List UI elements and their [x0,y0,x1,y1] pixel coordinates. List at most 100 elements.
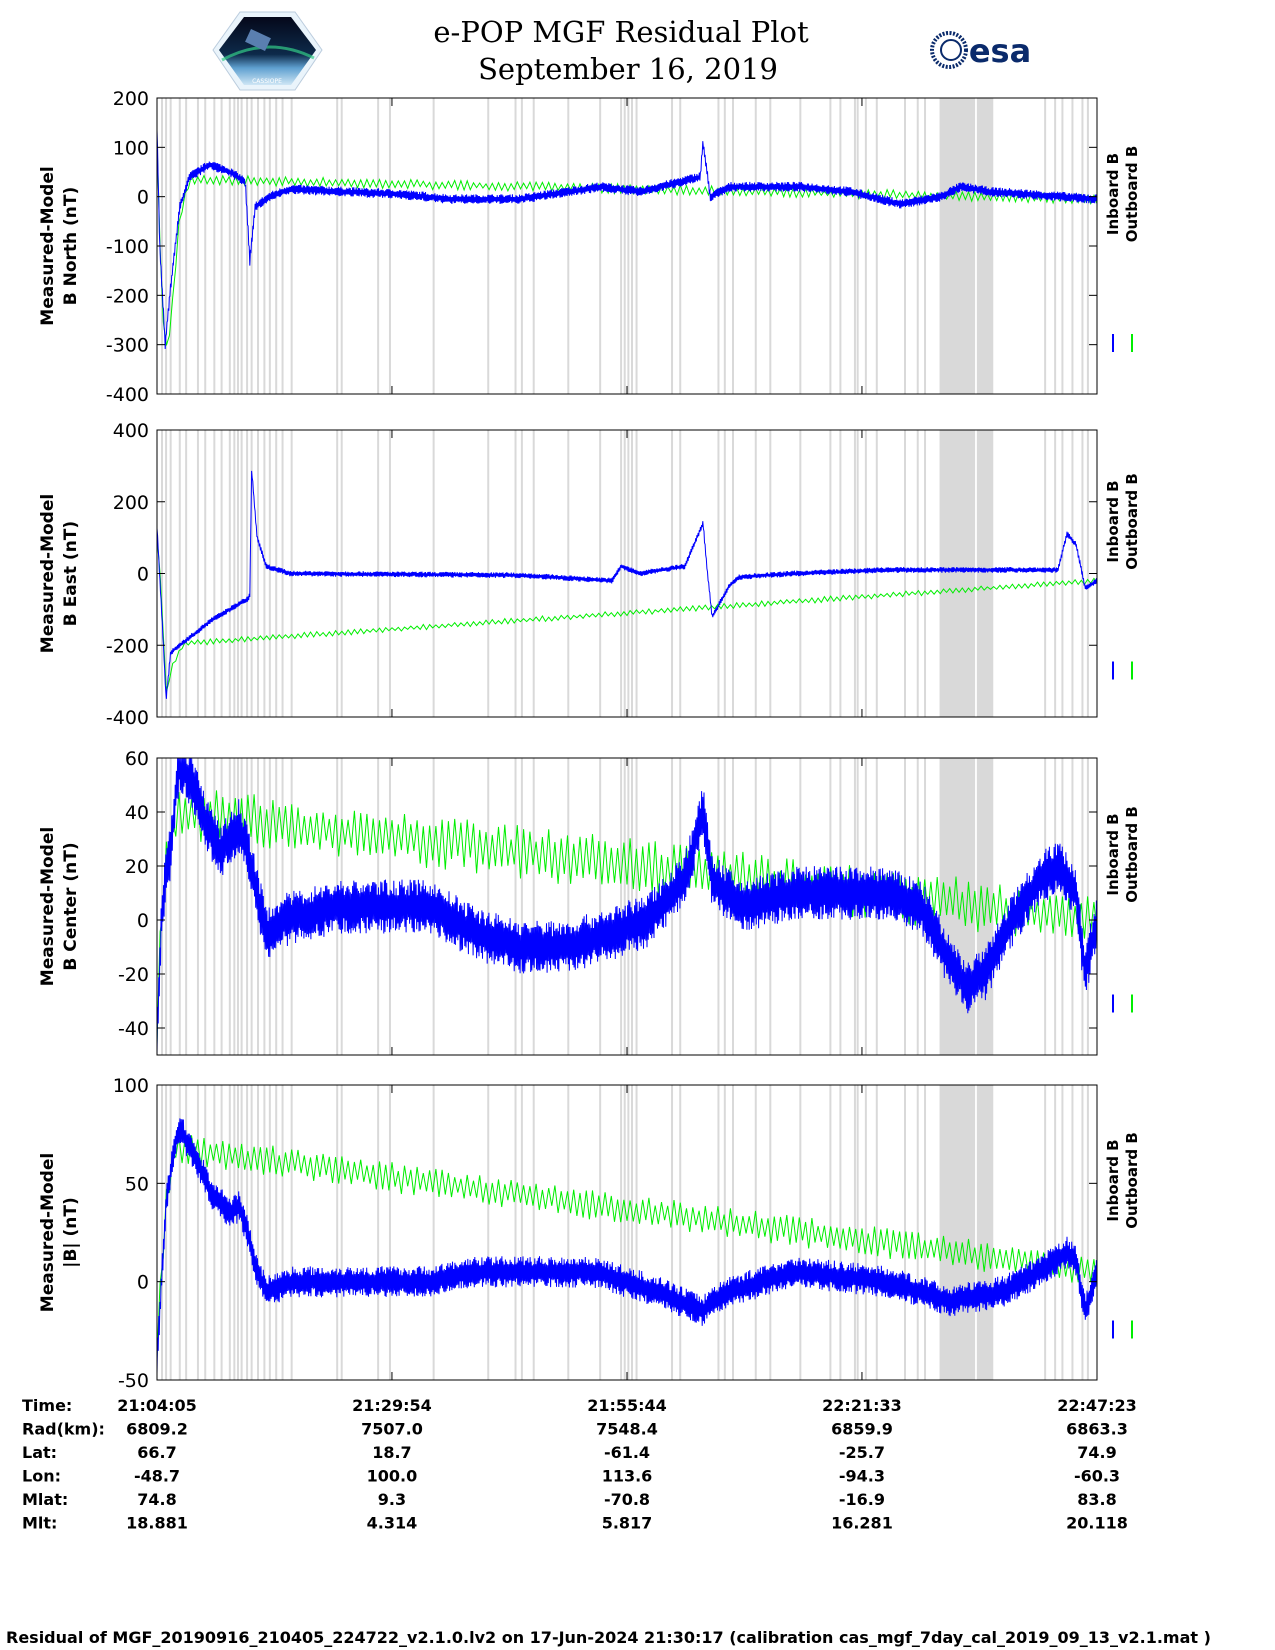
ephemeris-value: -48.7 [134,1467,180,1486]
y-tick-label: 50 [125,1173,149,1195]
data-gap-band [939,758,976,1055]
ephemeris-value: 5.817 [602,1514,653,1533]
y-tick-label: 200 [113,492,149,514]
cassiope-logo: CASSIOPE [212,11,323,91]
y-tick-label: -200 [106,635,149,657]
outboard-b-line [156,536,1098,693]
inboard-b-line [156,130,1098,350]
title-line-1: e-POP MGF Residual Plot [433,15,809,49]
inboard-b-line [156,1118,1098,1374]
esa-logo-text: esa [969,32,1031,70]
ephemeris-value: 7507.0 [361,1420,423,1439]
legend-label: Inboard B [1104,480,1122,562]
legend-label: Outboard B [1123,1132,1141,1229]
legend-label: Outboard B [1123,473,1141,570]
y-tick-label: 60 [125,748,149,770]
data-gap-band [976,98,994,394]
y-tick-label: -20 [118,964,149,986]
ephemeris-value: 16.281 [831,1514,893,1533]
ephemeris-value: 113.6 [602,1467,653,1486]
ephemeris-label: Mlt: [22,1514,57,1533]
ephemeris-label: Time: [22,1396,72,1415]
ephemeris-value: 9.3 [378,1490,406,1509]
y-tick-label: 200 [113,88,149,110]
ephemeris-value: -60.3 [1074,1467,1120,1486]
ephemeris-label: Lat: [22,1443,57,1462]
y-axis-label: Measured-Model [38,166,58,325]
y-tick-label: -400 [106,384,149,406]
legend-label: Inboard B [1104,153,1122,235]
y-tick-label: 100 [113,1075,149,1097]
ephemeris-value: 6809.2 [126,1420,188,1439]
ephemeris-value: 21:29:54 [352,1396,432,1415]
inboard-b-line [156,470,1098,699]
ephemeris-value: 22:21:33 [822,1396,902,1415]
y-tick-label: -400 [106,707,149,729]
y-tick-label: 100 [113,137,149,159]
ephemeris-value: 4.314 [367,1514,418,1533]
footer-caption: Residual of MGF_20190916_210405_224722_v… [6,1628,1211,1647]
panel-3: 60 40 20 0 -20 -40 Measured-Model B Center (nT)… [38,748,1141,1056]
ephemeris-value: 6863.3 [1066,1420,1128,1439]
y-axis-label: Measured-Model [38,1153,58,1312]
ephemeris-label: Mlat: [22,1490,68,1509]
ephemeris-value: 21:04:05 [117,1396,197,1415]
legend-label: Inboard B [1104,1139,1122,1221]
data-gap-band [976,430,994,717]
y-tick-label: 0 [137,564,149,586]
ephemeris-value: 6859.9 [831,1420,893,1439]
data-gap-band [939,430,976,717]
legend-label: Outboard B [1123,146,1141,243]
ephemeris-label: Lon: [22,1467,61,1486]
outboard-b-line [156,1135,1098,1359]
outboard-b-line [156,790,1098,1045]
y-tick-label: 0 [137,187,149,209]
ephemeris-value: 22:47:23 [1057,1396,1137,1415]
data-gap-band [976,1085,994,1380]
y-tick-label: 400 [113,420,149,442]
y-axis-label: Measured-Model [38,827,58,986]
inboard-b-line [156,757,1098,1056]
ephemeris-value: 18.7 [372,1443,411,1462]
data-gap-band [939,98,976,394]
y-tick-label: -40 [118,1018,149,1040]
esa-logo: esa [930,31,1031,70]
y-axis-label: |B| (nT) [61,1197,81,1268]
title-line-2: September 16, 2019 [478,52,778,86]
panel-1: 200 100 0 -100 -200 -300 -400 Measured-Model B N… [38,88,1141,406]
y-tick-label: 0 [137,1272,149,1294]
ephemeris-value: 74.9 [1077,1443,1116,1462]
ephemeris-label: Rad(km): [22,1420,105,1439]
y-axis-label: B Center (nT) [61,842,81,970]
ephemeris-value: 20.118 [1066,1514,1128,1533]
ephemeris-value: -25.7 [839,1443,885,1462]
y-axis-label: B North (nT) [61,187,81,306]
ephemeris-value: 18.881 [126,1514,188,1533]
ephemeris-value: 83.8 [1077,1490,1116,1509]
ephemeris-value: 100.0 [367,1467,418,1486]
y-tick-label: -50 [118,1370,149,1392]
ephemeris-value: -70.8 [604,1490,650,1509]
ephemeris-value: 66.7 [137,1443,176,1462]
ephemeris-value: -61.4 [604,1443,650,1462]
cassiope-logo-text: CASSIOPE [252,78,282,85]
legend-label: Outboard B [1123,806,1141,903]
panel-4: 100 50 0 -50 Measured-Model |B| (nT) Inboard B… [38,1075,1141,1392]
y-axis-label: Measured-Model [38,494,58,653]
ephemeris-value: 21:55:44 [587,1396,667,1415]
ephemeris-value: 74.8 [137,1490,176,1509]
legend-label: Inboard B [1104,813,1122,895]
y-tick-label: -300 [106,335,149,357]
ephemeris-value: 7548.4 [596,1420,658,1439]
panel-2: 400 200 0 -200 -400 Measured-Model B East (nT)… [38,420,1141,729]
ephemeris-value: -94.3 [839,1467,885,1486]
y-tick-label: 0 [137,910,149,932]
data-gap-band [939,1085,976,1380]
y-tick-label: 20 [125,856,149,878]
y-axis-label: B East (nT) [61,521,81,626]
ephemeris-value: -16.9 [839,1490,885,1509]
y-tick-label: -100 [106,236,149,258]
y-tick-label: -200 [106,285,149,307]
y-tick-label: 40 [125,802,149,824]
